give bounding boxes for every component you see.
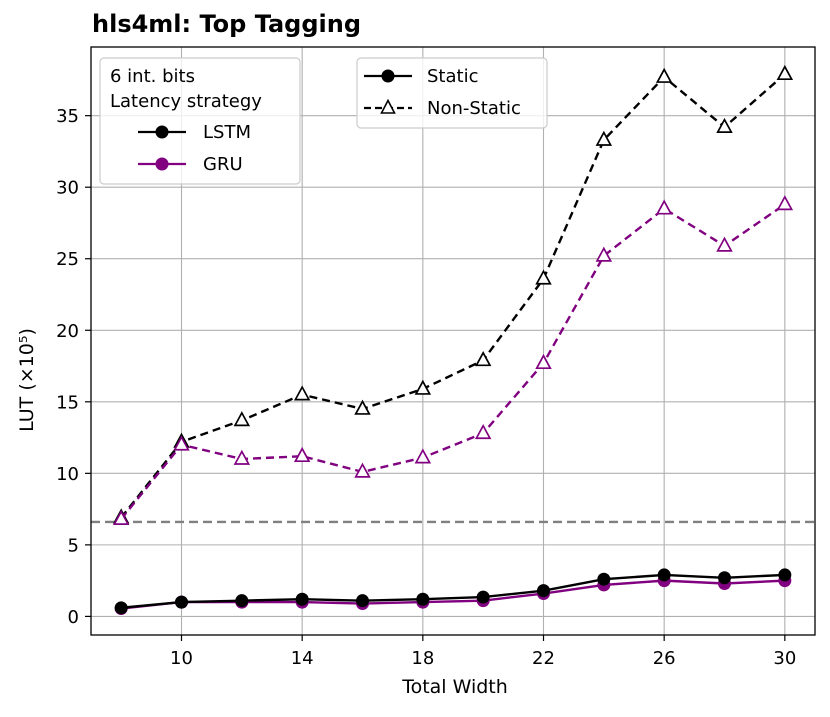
point-marker-lstm-static [295, 592, 309, 606]
y-tick-label: 20 [56, 321, 79, 342]
point-marker-lstm-static [597, 572, 611, 586]
legend-left-box [99, 57, 301, 185]
point-marker-gru-non-static [655, 199, 673, 215]
y-tick-label: 10 [56, 464, 79, 485]
x-tick-label: 10 [170, 648, 193, 669]
point-marker-lstm-static [537, 584, 550, 598]
point-marker-lstm-non-static [595, 130, 613, 146]
legend-right: Static Non-Static [356, 57, 548, 129]
series-group [112, 64, 794, 616]
series-line-gru-static [121, 579, 785, 610]
legend-gru-label: GRU [203, 154, 243, 175]
point-marker-gru-non-static [716, 236, 733, 252]
y-tick-label: 0 [68, 607, 79, 628]
x-tick-label: 22 [532, 648, 555, 669]
x-tick-label: 18 [411, 648, 434, 669]
y-axis-label: LUT (×10⁵) [16, 328, 38, 432]
legend-left-title-line1: 6 int. bits [110, 66, 195, 87]
axis-ticks: 10 14 18 22 26 30 0 5 10 15 20 25 30 35 [56, 106, 796, 669]
point-marker-gru-non-static [293, 446, 311, 463]
point-marker-lstm-static [778, 568, 792, 582]
point-marker-lstm-static [235, 594, 249, 608]
point-marker-gru-non-static [474, 423, 492, 440]
point-marker-lstm-non-static [716, 117, 733, 133]
y-tick-label: 15 [56, 392, 79, 413]
plot-frame [90, 46, 816, 636]
point-marker-gru-non-static [595, 246, 613, 262]
point-marker-gru-non-static [776, 195, 794, 211]
point-marker-lstm-static [114, 601, 128, 615]
point-marker-lstm-non-static [655, 67, 673, 83]
legend-left: 6 int. bits Latency strategy LSTM GRU [99, 57, 301, 185]
y-tick-label: 35 [56, 106, 79, 127]
point-marker-lstm-non-static [474, 351, 492, 367]
y-tick-label: 5 [68, 535, 79, 556]
x-axis-label: Total Width [402, 676, 508, 698]
legend-gru-marker [155, 157, 169, 171]
legend-static-label: Static [427, 66, 478, 87]
legend-static-marker [381, 69, 395, 83]
legend-lstm-marker [155, 125, 169, 139]
point-marker-lstm-non-static [414, 379, 432, 395]
point-marker-gru-non-static [233, 449, 251, 465]
point-marker-lstm-static [476, 590, 490, 604]
point-marker-lstm-non-static [233, 411, 251, 427]
x-tick-label: 14 [291, 648, 314, 669]
y-tick-label: 30 [56, 178, 79, 199]
chart-title: hls4ml: Top Tagging [92, 10, 362, 38]
point-marker-gru-non-static [112, 509, 130, 525]
point-marker-lstm-static [416, 592, 430, 606]
x-tick-label: 26 [653, 648, 676, 669]
series-line-lstm-non-static [120, 73, 786, 519]
series-line-lstm-static [121, 573, 785, 610]
point-marker-lstm-non-static [776, 64, 794, 81]
point-marker-gru-non-static [354, 462, 371, 478]
point-marker-lstm-non-static [354, 399, 371, 415]
legend-nonstatic-marker [380, 98, 396, 114]
legend-left-title-line2: Latency strategy [110, 91, 262, 112]
legend-lstm-label: LSTM [203, 122, 251, 143]
legend-nonstatic-label: Non-Static [427, 98, 521, 119]
point-marker-lstm-non-static [535, 269, 552, 285]
point-marker-lstm-non-static [293, 385, 311, 401]
point-marker-lstm-static [356, 594, 369, 608]
point-marker-lstm-static [718, 571, 731, 585]
point-marker-gru-non-static [173, 435, 190, 451]
y-tick-label: 25 [56, 249, 79, 270]
point-marker-gru-non-static [535, 353, 552, 370]
point-marker-lstm-static [175, 595, 188, 609]
x-tick-label: 30 [773, 648, 796, 669]
point-marker-lstm-static [657, 568, 671, 582]
series-line-gru-non-static [120, 203, 786, 520]
point-marker-gru-non-static [414, 448, 432, 464]
